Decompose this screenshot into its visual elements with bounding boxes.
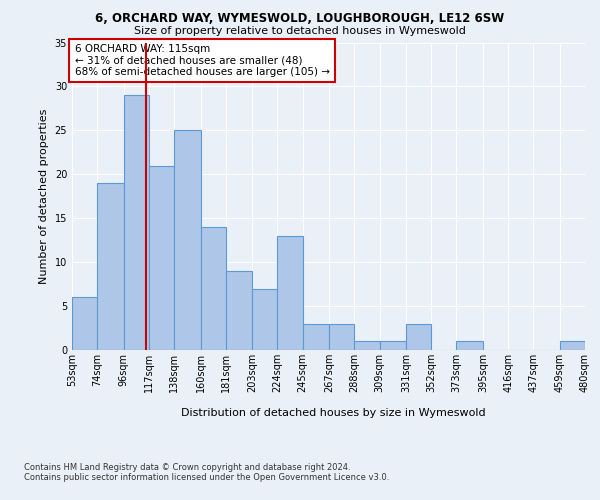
Bar — [406, 324, 431, 350]
Bar — [174, 130, 200, 350]
Bar — [380, 341, 406, 350]
Bar — [277, 236, 302, 350]
Text: Contains HM Land Registry data © Crown copyright and database right 2024.: Contains HM Land Registry data © Crown c… — [24, 462, 350, 471]
Bar — [97, 183, 124, 350]
Text: 6 ORCHARD WAY: 115sqm
← 31% of detached houses are smaller (48)
68% of semi-deta: 6 ORCHARD WAY: 115sqm ← 31% of detached … — [74, 44, 329, 77]
Bar — [124, 95, 149, 350]
Text: Size of property relative to detached houses in Wymeswold: Size of property relative to detached ho… — [134, 26, 466, 36]
Bar — [226, 271, 252, 350]
Bar — [302, 324, 329, 350]
Bar — [457, 341, 483, 350]
Bar — [72, 298, 97, 350]
Bar — [200, 227, 226, 350]
Bar — [252, 288, 277, 350]
Y-axis label: Number of detached properties: Number of detached properties — [39, 108, 49, 284]
Text: 6, ORCHARD WAY, WYMESWOLD, LOUGHBOROUGH, LE12 6SW: 6, ORCHARD WAY, WYMESWOLD, LOUGHBOROUGH,… — [95, 12, 505, 26]
Bar — [149, 166, 174, 350]
Bar — [560, 341, 585, 350]
Bar — [355, 341, 380, 350]
Text: Distribution of detached houses by size in Wymeswold: Distribution of detached houses by size … — [181, 408, 485, 418]
Bar — [329, 324, 355, 350]
Text: Contains public sector information licensed under the Open Government Licence v3: Contains public sector information licen… — [24, 472, 389, 482]
